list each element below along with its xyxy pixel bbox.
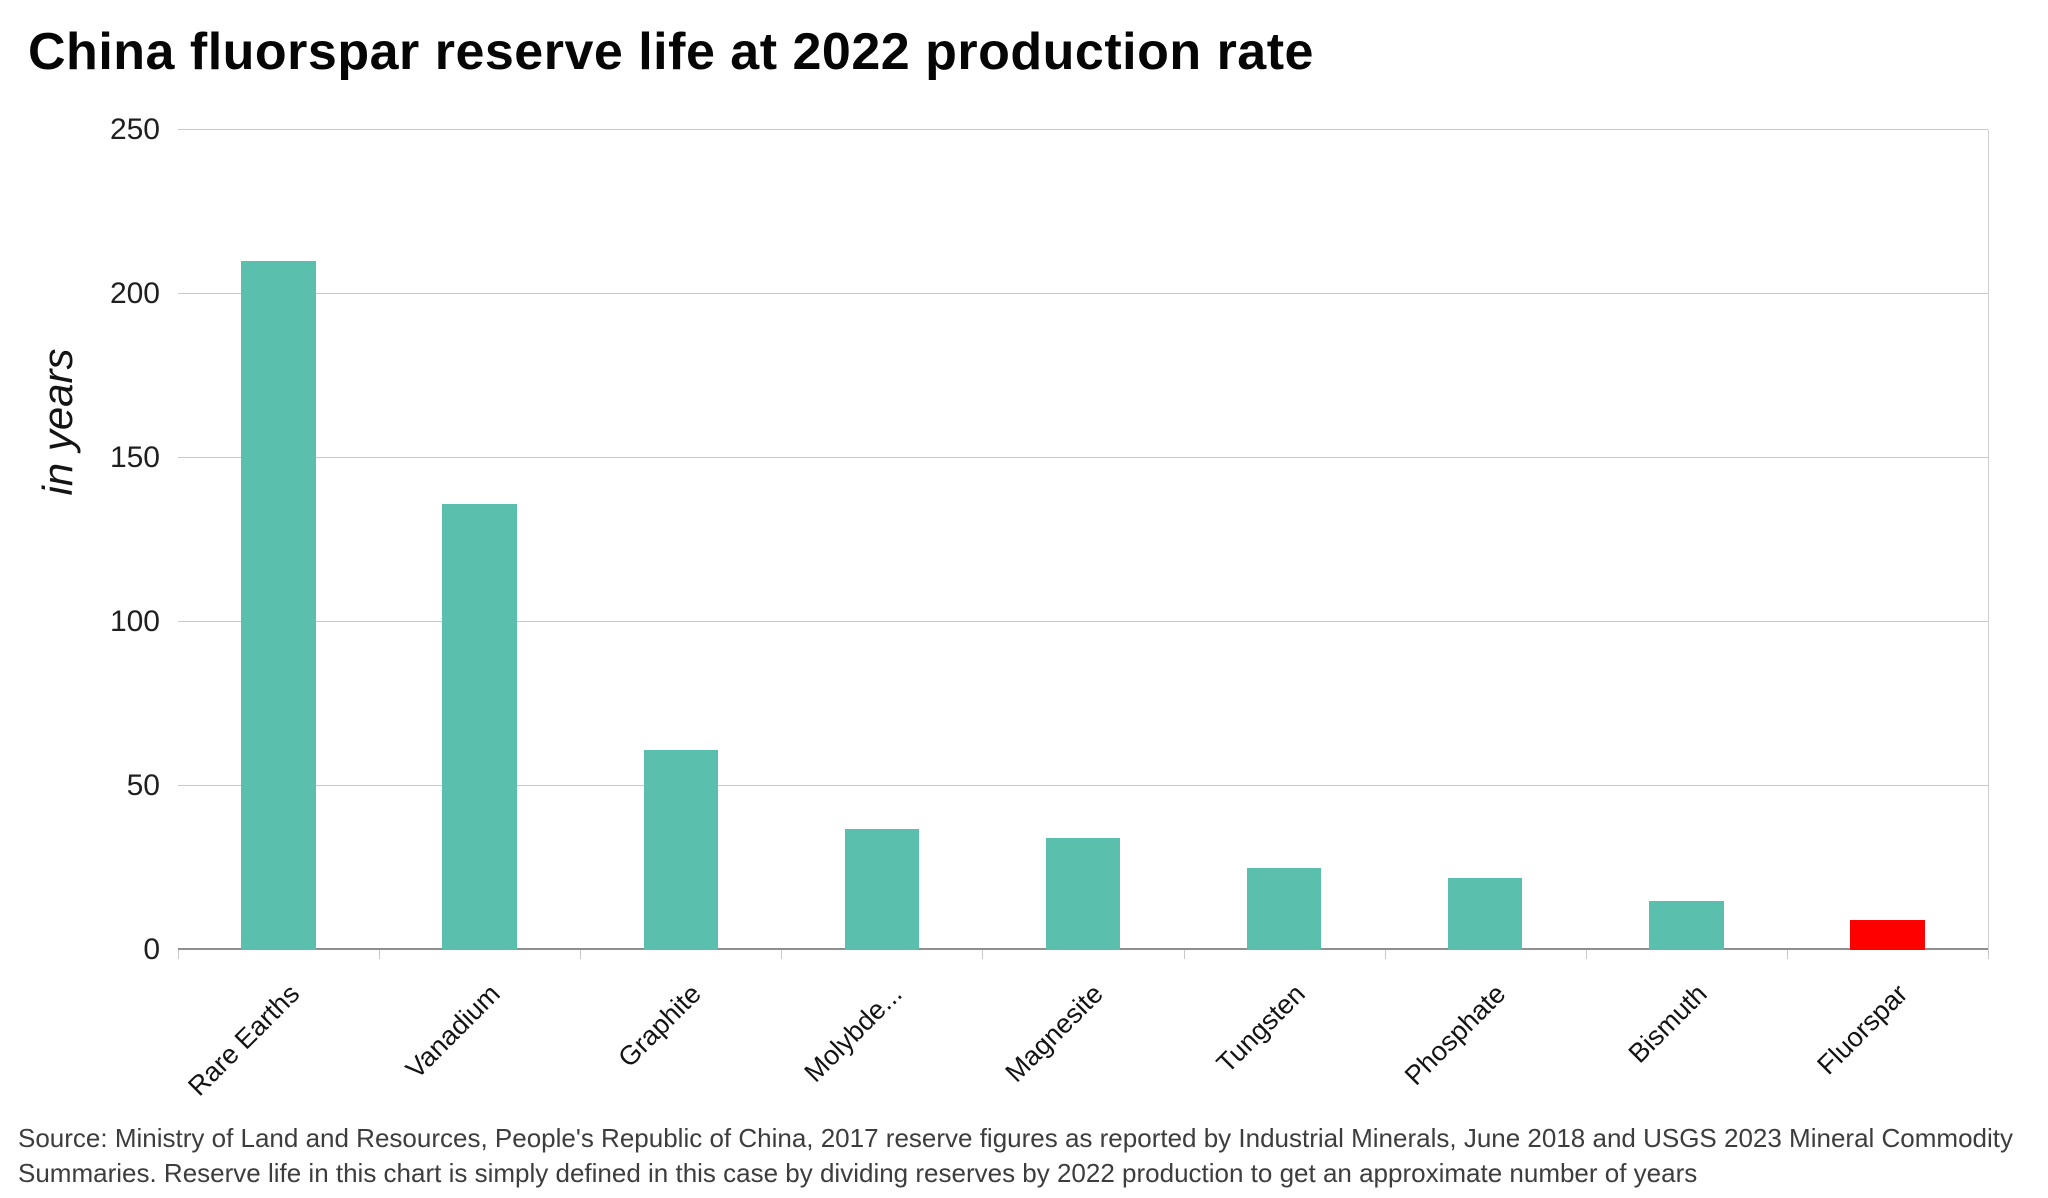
x-label-slot: Tungsten [1184,962,1385,1117]
x-axis-tick [1585,950,1587,959]
bar-vanadium [442,503,517,950]
y-tick-label: 0 [143,933,160,966]
x-axis-tick [1988,950,1989,959]
bar-slot [781,130,982,950]
gridline [178,129,1988,130]
x-label-slot: Graphite [580,962,781,1117]
plot-area: 0 50 100 150 200 250 [110,113,1989,966]
gridline [178,457,1988,458]
bar-fluorspar [1850,920,1925,950]
x-tick-label: Molybde... [798,978,909,1088]
x-label-slot: Magnesite [982,962,1183,1117]
bar-molybde [844,828,920,950]
y-tick-label: 150 [109,441,160,474]
x-axis-tick [178,950,179,959]
y-tick-label: 100 [109,605,160,638]
x-label-slot: Vanadium [379,962,580,1117]
source-note: Source: Ministry of Land and Resources, … [18,1123,2014,1188]
x-tick-label: Graphite [612,978,708,1073]
bar-magnesite [1045,838,1121,950]
bars-layer [178,130,1988,950]
x-tick-label: Tungsten [1210,978,1311,1079]
y-tick-label: 200 [109,277,160,310]
x-tick-label: Rare Earths [181,978,305,1102]
x-label-slot: Rare Earths [178,962,379,1117]
x-axis-labels: Rare Earths Vanadium Graphite Molybde... Mag… [178,962,1988,1117]
bar-slot [379,130,580,950]
x-label-slot: Bismuth [1586,962,1787,1117]
bar-slot [1787,130,1988,950]
x-label-slot: Fluorspar [1787,962,1988,1117]
x-tick-label: Vanadium [400,978,506,1085]
x-tick-label: Bismuth [1622,978,1713,1069]
x-axis-tick [1384,950,1386,959]
gridline [178,785,1988,786]
x-label-slot: Molybde... [781,962,982,1117]
y-tick-label: 50 [126,769,160,802]
chart-title: China fluorspar reserve life at 2022 pro… [28,23,1314,81]
x-axis-tick [1183,950,1185,959]
bar-slot [580,130,781,950]
bar-rare-earths [241,261,316,950]
bar-phosphate [1448,877,1523,950]
y-axis-label: in years [34,348,81,496]
bar-slot [1586,130,1787,950]
y-tick-label: 250 [109,113,160,146]
gridline [178,621,1988,622]
x-axis-tick [379,950,381,959]
x-label-slot: Phosphate [1385,962,1586,1117]
x-tick-label: Phosphate [1398,978,1512,1092]
x-axis-tick [580,950,582,959]
x-axis-tick [982,950,984,959]
bar-bismuth [1649,900,1724,950]
x-tick-label: Magnesite [999,978,1110,1088]
bar-slot [1184,130,1385,950]
bar-graphite [643,749,718,950]
bar-tungsten [1246,868,1322,950]
bar-slot [1385,130,1586,950]
bar-slot [178,130,379,950]
x-axis-tick [1786,950,1788,959]
x-tick-label: Fluorspar [1811,978,1914,1081]
x-axis-tick [781,950,783,959]
bar-slot [982,130,1183,950]
gridline [178,293,1988,294]
